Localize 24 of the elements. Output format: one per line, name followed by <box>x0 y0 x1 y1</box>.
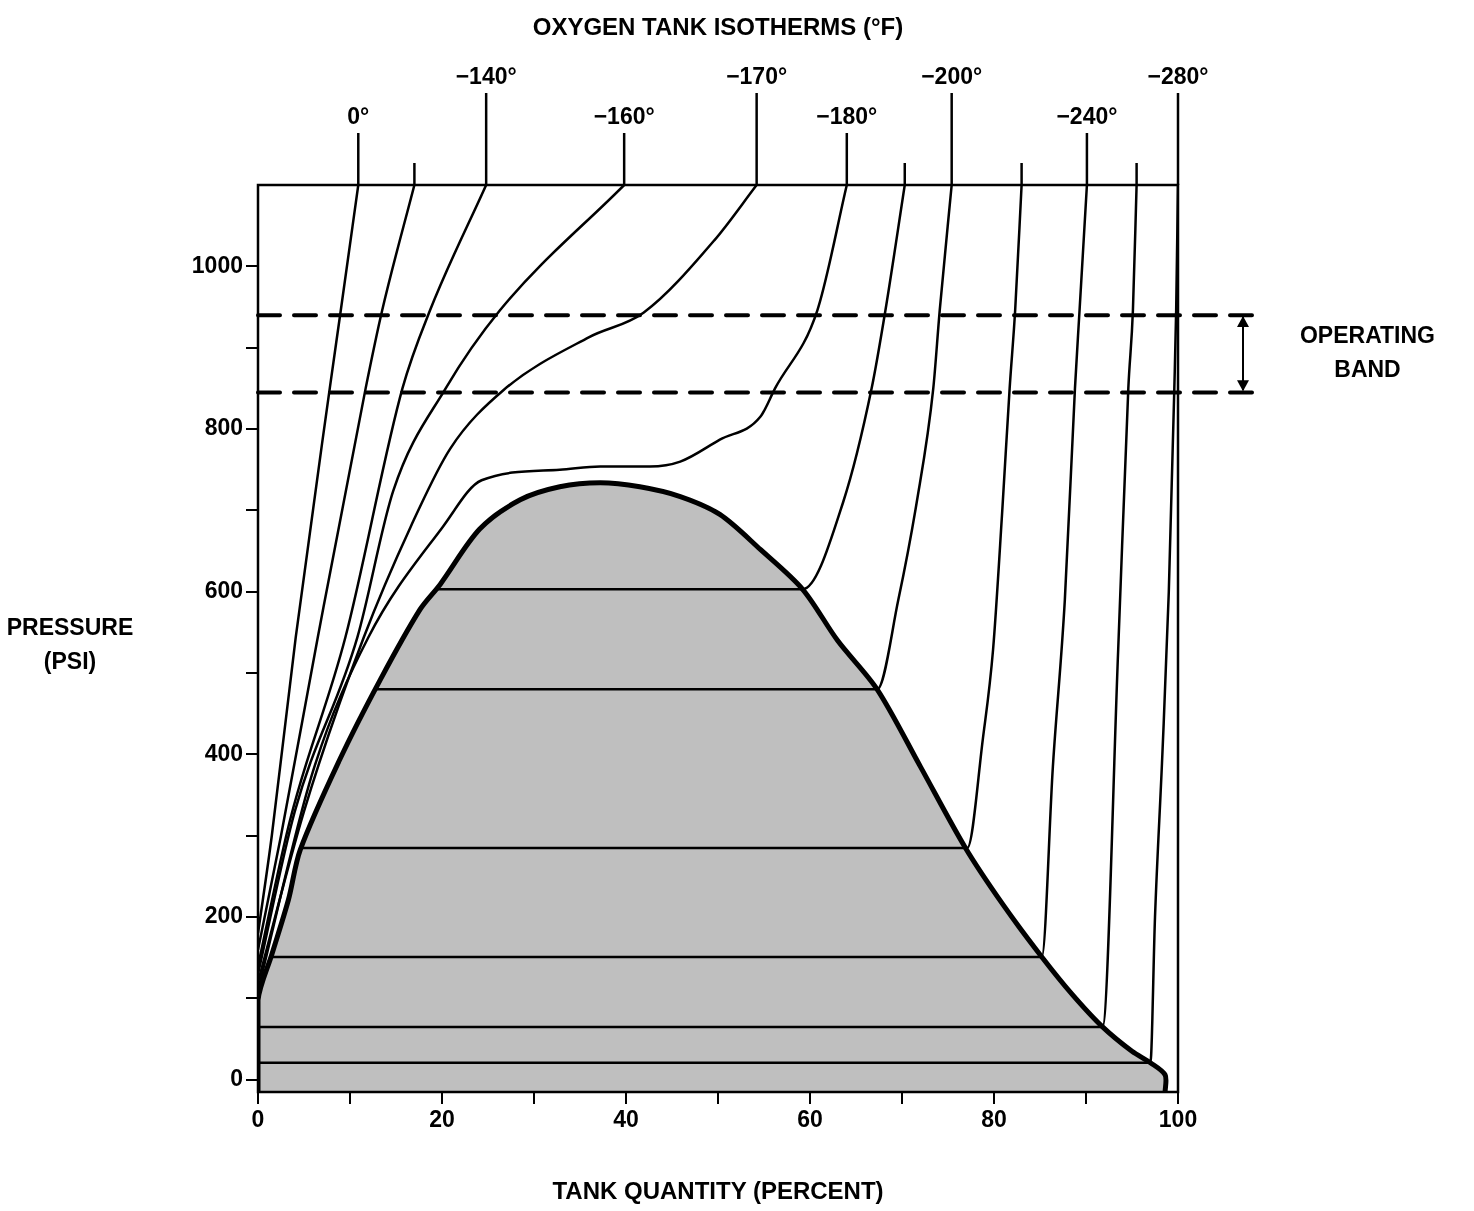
text: −200° <box>921 62 983 89</box>
x-tick-label: 100 <box>1158 1106 1198 1133</box>
text: −240° <box>1056 102 1118 129</box>
text: −180° <box>816 102 878 129</box>
x-tick-label: 80 <box>981 1106 1007 1133</box>
chart-title: OXYGEN TANK ISOTHERMS (°F) <box>532 12 904 40</box>
y-tick-label: 400 <box>204 739 243 766</box>
y-tick-label: 800 <box>204 414 243 441</box>
x-tick-label: 0 <box>251 1106 265 1133</box>
y-tick-label: 0 <box>230 1065 243 1092</box>
x-tick-label: 60 <box>797 1106 823 1133</box>
x-tick-label: 40 <box>613 1106 639 1133</box>
y-tick-label: 1000 <box>191 251 243 278</box>
y-axis-title: PRESSURE (PSI) <box>5 613 135 676</box>
text: 0° <box>347 102 370 129</box>
text: −170° <box>726 62 788 89</box>
text: −140° <box>455 62 517 89</box>
y-tick-label: 200 <box>204 902 243 929</box>
text: −160° <box>593 102 655 129</box>
x-tick-label: 20 <box>429 1106 455 1133</box>
text: −280° <box>1147 62 1209 89</box>
x-axis-title: TANK QUANTITY (PERCENT) <box>552 1177 884 1205</box>
text: OPERATING BAND <box>1299 320 1436 384</box>
y-tick-label: 600 <box>204 577 243 604</box>
